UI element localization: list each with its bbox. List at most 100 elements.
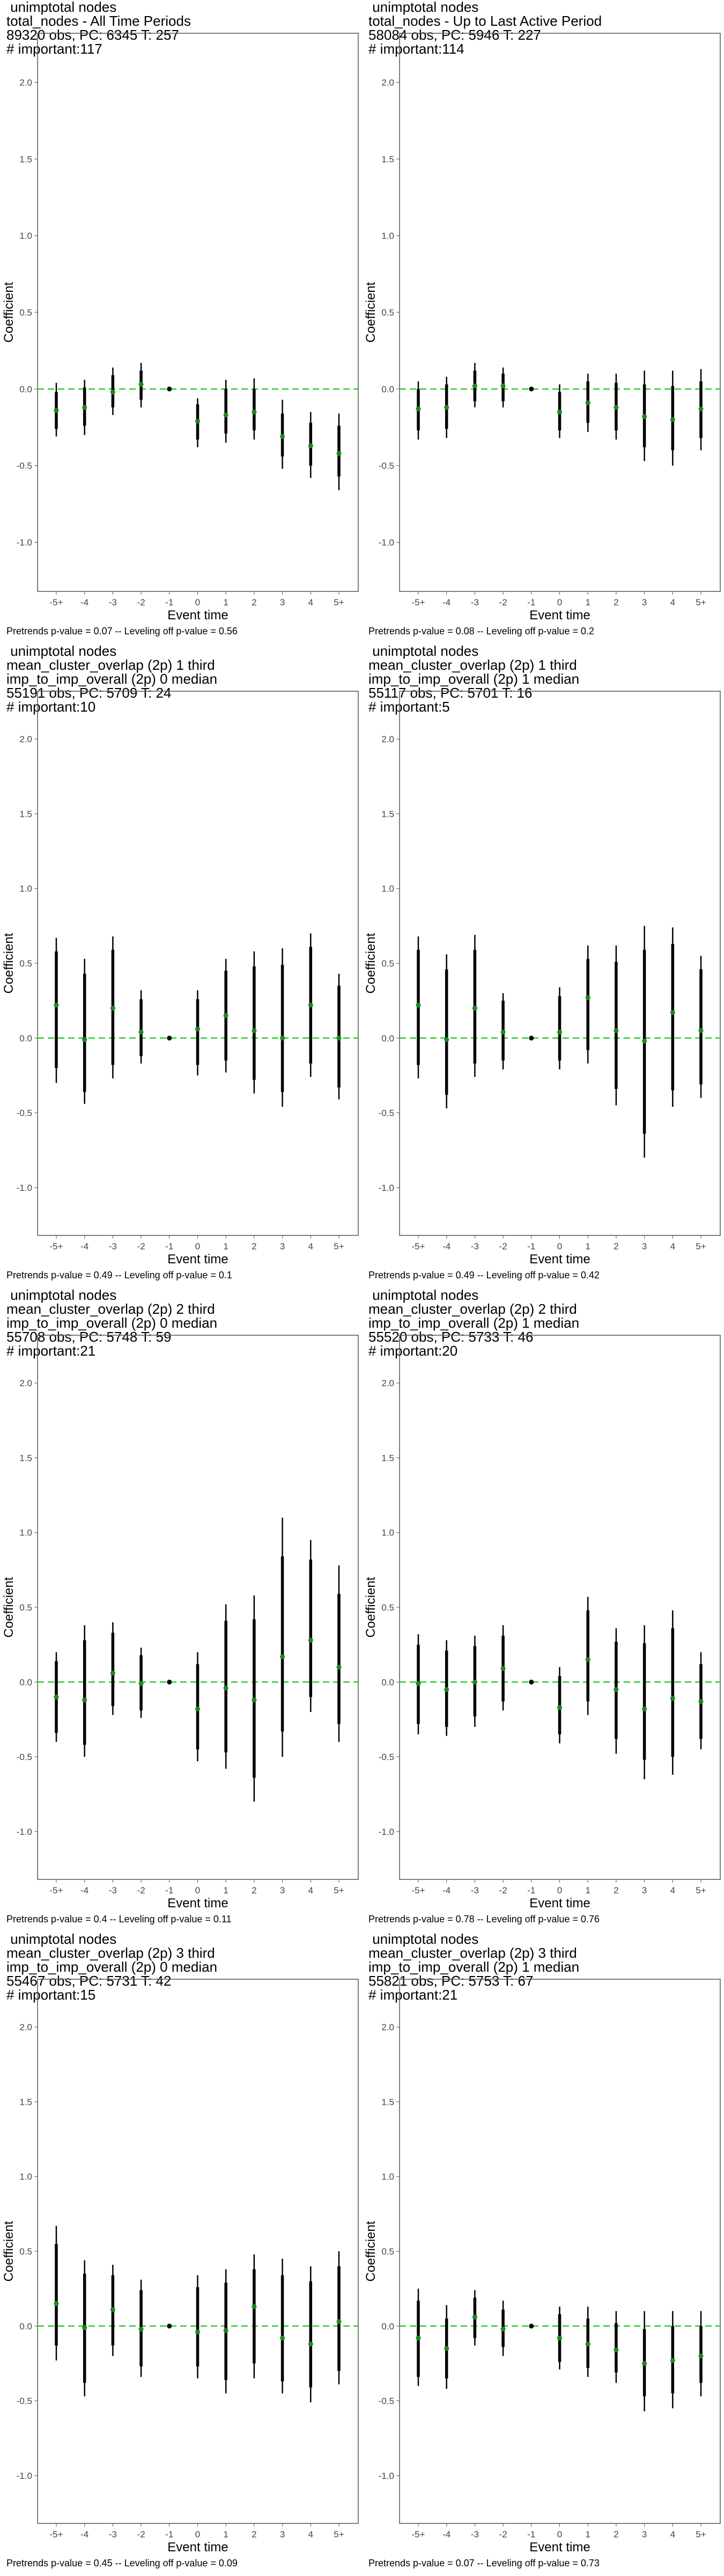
y-tick-label: 1.0: [381, 2172, 394, 2182]
y-axis-label: Coefficient: [2, 933, 16, 993]
x-tick-label: 4: [670, 1885, 675, 1896]
estimate-point: [472, 383, 477, 389]
y-tick-label: -1.0: [379, 1183, 394, 1193]
estimate-point: [416, 2336, 421, 2341]
chart-title-line: unimptotal nodes: [368, 1932, 478, 1947]
chart-title-line: unimptotal nodes: [6, 644, 116, 659]
x-tick-label: 1: [585, 2529, 590, 2540]
chart-title-line: unimptotal nodes: [6, 1288, 116, 1303]
estimate-point: [472, 1006, 477, 1011]
plot-area-border: [37, 33, 359, 592]
estimate-point: [280, 1035, 285, 1041]
y-tick-label: -1.0: [379, 538, 394, 548]
x-axis-label: Event time: [529, 1896, 590, 1911]
estimate-point: [585, 400, 590, 406]
x-tick-label: -5+: [49, 2529, 63, 2540]
estimate-point: [698, 1699, 704, 1704]
estimate-point: [614, 405, 619, 410]
chart-title-line: 55117 obs, PC: 5701 T: 16: [368, 685, 533, 701]
chart-panel-4: unimptotal nodes mean_cluster_overlap (2p…: [362, 644, 724, 1288]
y-axis-label: Coefficient: [364, 933, 378, 993]
estimate-point: [500, 1666, 506, 1671]
pvalue-footnote: Pretrends p-value = 0.08 -- Leveling off…: [368, 626, 594, 636]
estimate-point: [54, 2301, 59, 2306]
y-tick-label: -1.0: [379, 2471, 394, 2481]
y-tick-label: 2.0: [19, 2022, 32, 2032]
x-tick-label: 2: [614, 2529, 618, 2540]
plot-area-border: [399, 1979, 721, 2524]
estimate-point: [614, 1687, 619, 1692]
x-tick-label: 3: [642, 597, 647, 608]
x-tick-label: 5+: [696, 1885, 706, 1896]
chart-panel-8: unimptotal nodes mean_cluster_overlap (2p…: [362, 1932, 724, 2576]
x-tick-label: 0: [557, 597, 562, 608]
plot-area-border: [37, 1979, 359, 2524]
estimate-point: [280, 434, 285, 439]
y-tick-label: 0.0: [381, 384, 394, 394]
chart-title-line: # important:114: [368, 41, 464, 57]
x-tick-label: -1: [165, 1241, 173, 1252]
y-tick-label: 0.5: [19, 308, 32, 318]
estimate-point: [195, 2329, 200, 2334]
chart-panel-2: unimptotal nodes total_nodes - Up to Last…: [362, 0, 724, 644]
estimate-point: [223, 1685, 228, 1690]
x-tick-label: -3: [471, 597, 479, 608]
x-tick-label: 0: [195, 1885, 200, 1896]
x-tick-label: 1: [223, 2529, 228, 2540]
estimate-point: [138, 2326, 144, 2332]
chart-title-line: imp_to_imp_overall (2p) 1 median: [368, 1315, 579, 1331]
pvalue-footnote: Pretrends p-value = 0.49 -- Leveling off…: [6, 1270, 232, 1280]
x-tick-label: -2: [137, 597, 145, 608]
y-axis-label: Coefficient: [364, 282, 378, 342]
x-tick-label: 4: [670, 2529, 675, 2540]
estimate-point: [167, 386, 172, 392]
y-tick-label: 0.5: [19, 1602, 32, 1613]
y-tick-label: 1.5: [381, 809, 394, 819]
estimate-point: [82, 405, 87, 410]
x-axis-label: Event time: [529, 2540, 590, 2555]
x-tick-label: 0: [195, 2529, 200, 2540]
plot-area-border: [399, 33, 721, 592]
estimate-point: [195, 1706, 200, 1711]
x-tick-label: 5+: [696, 1241, 706, 1252]
chart-title-line: unimptotal nodes: [368, 0, 478, 15]
estimate-point: [54, 408, 59, 413]
estimate-point: [500, 1029, 506, 1035]
estimate-point: [252, 1028, 257, 1033]
x-tick-label: 3: [642, 1241, 647, 1252]
chart-title-line: mean_cluster_overlap (2p) 1 third: [368, 657, 577, 673]
x-tick-label: 3: [642, 1885, 647, 1896]
y-tick-label: 1.0: [19, 1528, 32, 1538]
estimate-point: [336, 2319, 342, 2324]
y-tick-label: 1.5: [381, 1453, 394, 1463]
x-axis-label: Event time: [167, 1252, 228, 1267]
y-tick-label: 1.0: [381, 231, 394, 241]
estimate-point: [670, 2358, 675, 2363]
x-axis-label: Event time: [167, 1896, 228, 1911]
chart-title-line: # important:5: [368, 699, 450, 715]
x-tick-label: -4: [442, 597, 450, 608]
estimate-point: [138, 382, 144, 387]
estimate-point: [336, 1664, 342, 1670]
x-tick-label: 2: [252, 597, 256, 608]
estimate-point: [529, 1035, 534, 1041]
chart-title-line: mean_cluster_overlap (2p) 2 third: [6, 1301, 215, 1317]
y-tick-label: 2.0: [381, 734, 394, 744]
estimate-point: [280, 1654, 285, 1659]
x-tick-label: -4: [80, 1885, 88, 1896]
estimate-point: [195, 419, 200, 424]
estimate-point: [670, 1010, 675, 1015]
y-axis-label: Coefficient: [2, 2221, 16, 2281]
y-tick-label: 0.5: [381, 958, 394, 969]
x-tick-label: -5+: [49, 1885, 63, 1896]
estimate-point: [336, 451, 342, 456]
x-tick-label: -4: [442, 1885, 450, 1896]
x-tick-label: -1: [527, 1241, 535, 1252]
x-tick-label: -3: [109, 2529, 117, 2540]
y-tick-label: -0.5: [379, 461, 394, 471]
x-tick-label: -2: [499, 1241, 507, 1252]
estimate-point: [614, 2347, 619, 2353]
estimate-point: [110, 1671, 115, 1676]
